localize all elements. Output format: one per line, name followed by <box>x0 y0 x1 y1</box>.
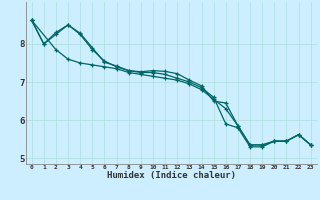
X-axis label: Humidex (Indice chaleur): Humidex (Indice chaleur) <box>107 171 236 180</box>
